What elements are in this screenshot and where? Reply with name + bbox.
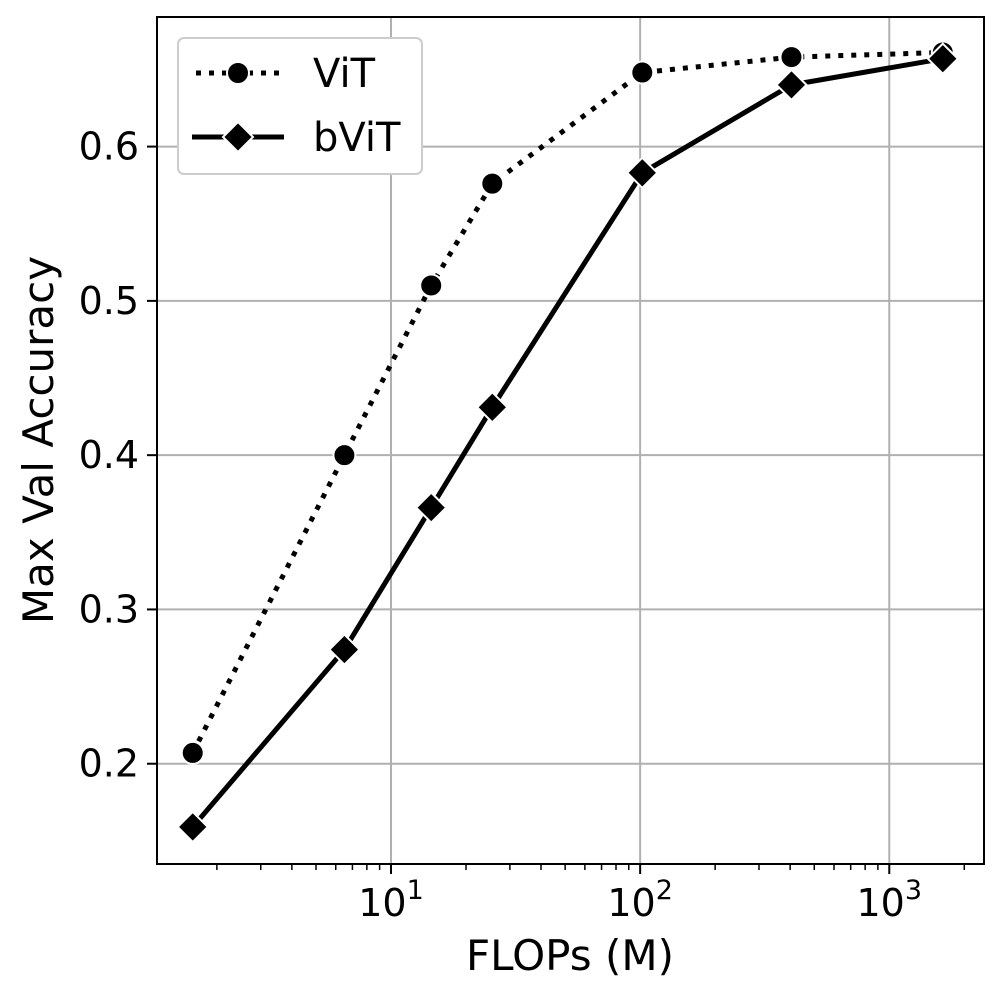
data-point-vit [480,171,505,196]
x-tick-labels: 101 102 103 [358,875,922,925]
data-point-bvit [475,390,509,424]
legend-bvit-marker [221,120,255,154]
data-point-vit [180,740,205,765]
y-tick-label: 0.5 [79,279,139,323]
x-tick-label-base: 10 [857,881,905,925]
data-point-bvit [327,633,361,666]
x-tick-label-exponent: 2 [656,875,673,906]
data-point-vit [779,45,804,70]
x-tick-label: 103 [857,875,923,925]
data-point-bvit [625,156,659,190]
data-point-vit [630,60,655,85]
data-point-bvit [775,68,808,102]
legend: ViT bViT [177,37,423,175]
data-point-vit [419,273,444,298]
legend-vit-marker [226,61,250,85]
y-tick-label: 0.2 [79,742,139,786]
data-point-bvit [176,810,210,844]
axis-ticks [147,145,891,874]
y-axis-label: Max Val Accuracy [14,256,63,624]
x-tick-label-base: 10 [607,881,655,925]
data-point-bvit [414,491,448,525]
data-point-vit [332,443,357,468]
x-axis-label: FLOPs (M) [466,931,674,980]
x-tick-label-base: 10 [358,881,406,925]
x-tick-label: 102 [607,875,673,925]
x-tick-label: 101 [358,875,424,925]
series-layer [176,40,960,844]
legend-bvit-label: bViT [313,115,401,161]
y-tick-labels: 0.2 0.3 0.4 0.5 0.6 [79,125,139,786]
plot-frame [156,16,985,865]
y-tick-label: 0.3 [79,587,139,631]
y-tick-label: 0.4 [79,433,139,477]
y-tick-label: 0.6 [79,125,139,169]
x-tick-label-exponent: 3 [905,875,922,906]
data-point-bvit [926,42,960,76]
legend-vit-label: ViT [313,51,376,97]
x-tick-label-exponent: 1 [407,875,424,906]
